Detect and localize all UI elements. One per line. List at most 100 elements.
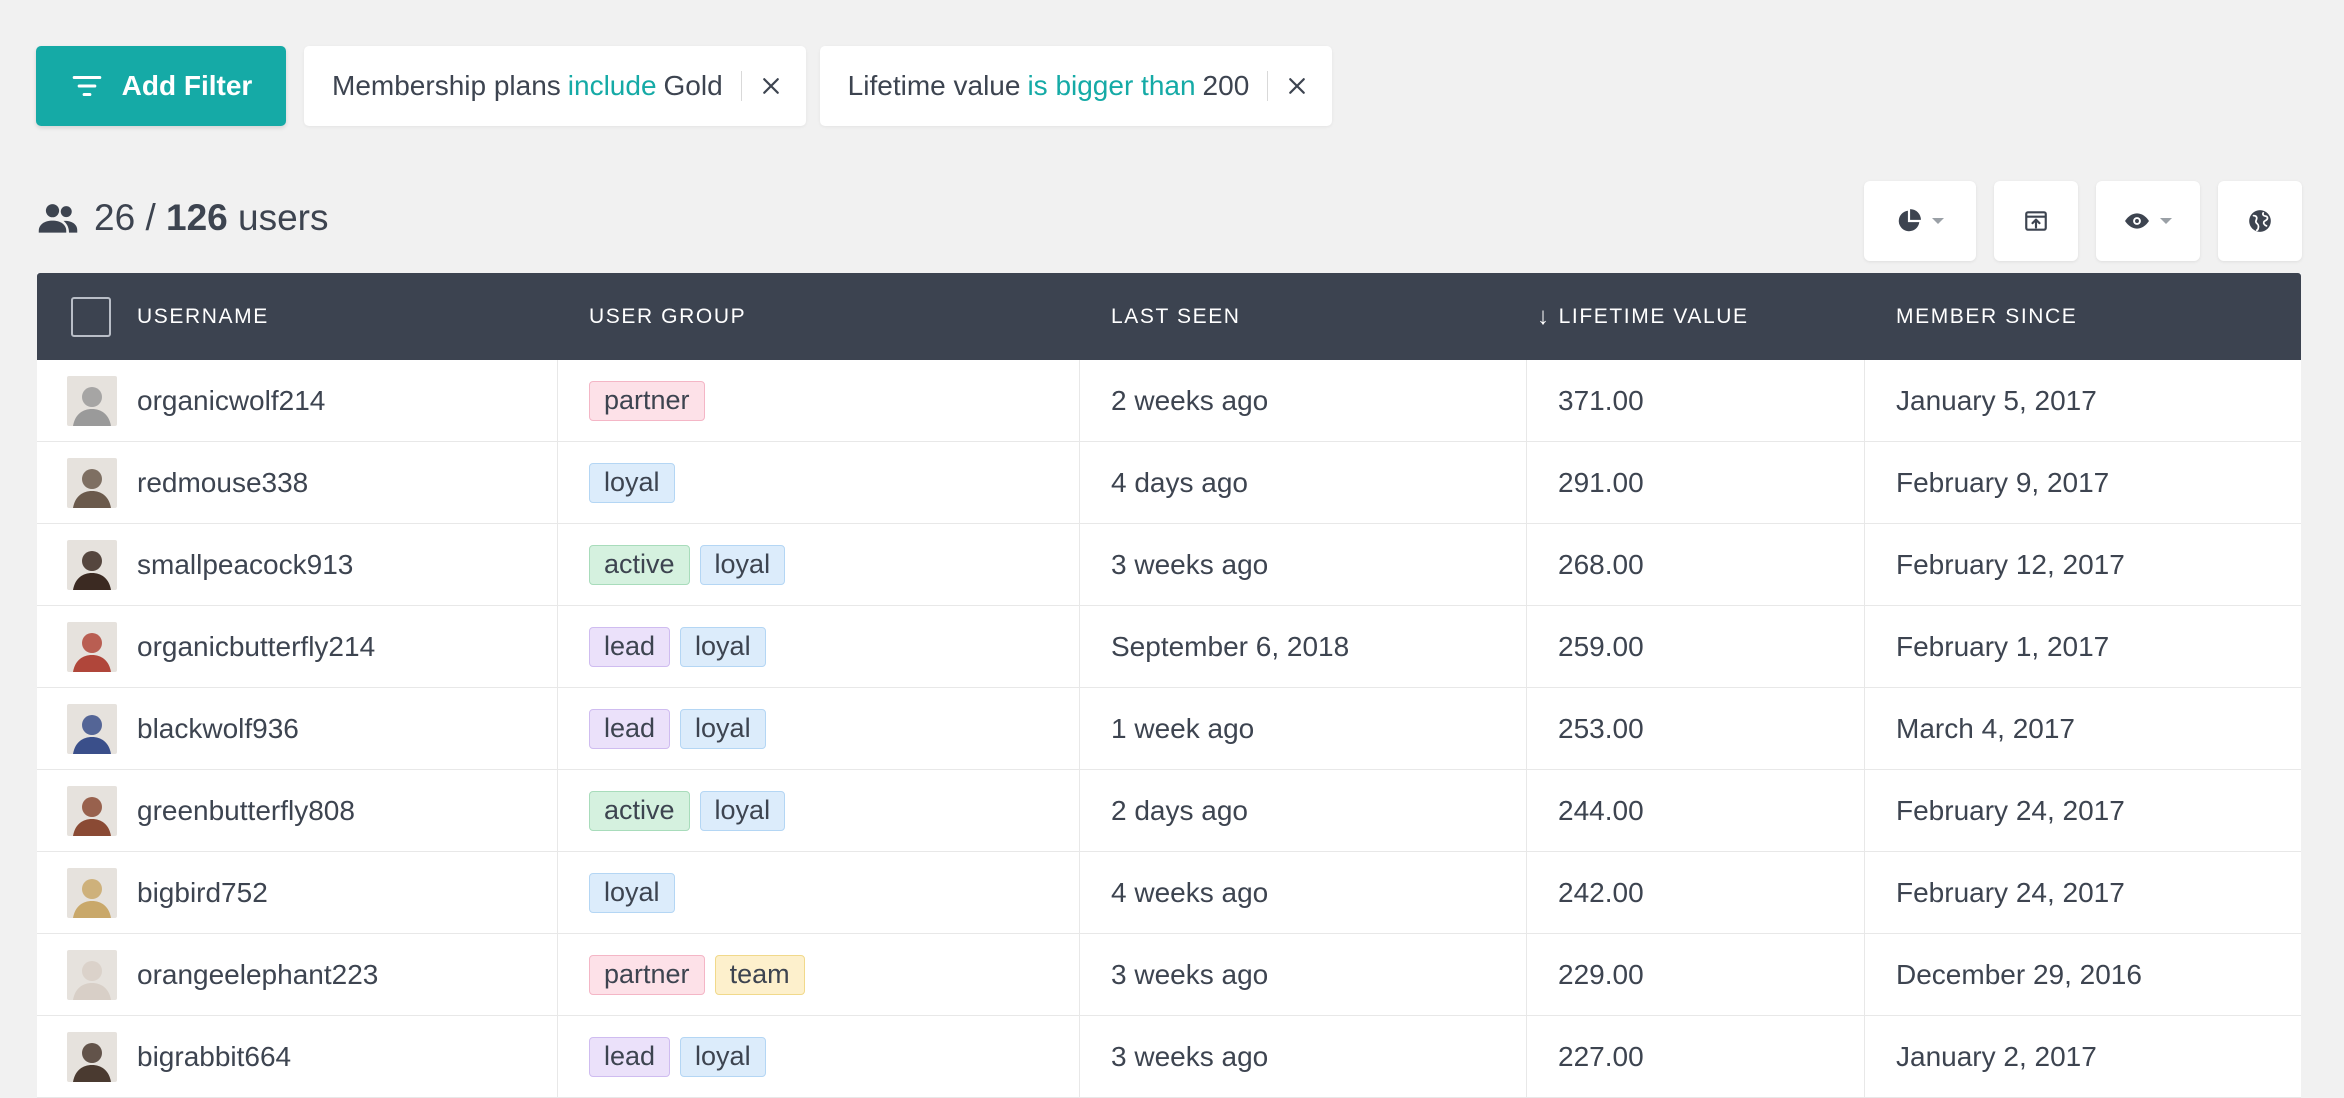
user-group-cell: lead loyal — [558, 1016, 1080, 1097]
last-seen-cell: 2 days ago — [1080, 770, 1527, 851]
group-tag[interactable]: loyal — [680, 708, 766, 749]
lifetime-value-cell: 371.00 — [1527, 360, 1865, 441]
member-since-cell: February 24, 2017 — [1896, 794, 2125, 826]
username-cell: organicwolf214 — [37, 360, 558, 441]
lifetime-value-cell: 268.00 — [1527, 524, 1865, 605]
table-row[interactable]: blackwolf936 lead loyal 1 week ago 253.00 Mar… — [37, 688, 2301, 770]
avatar[interactable] — [67, 703, 117, 754]
table-row[interactable]: redmouse338 loyal 4 days ago 291.00 February… — [37, 442, 2301, 524]
view-options-button[interactable] — [2096, 181, 2200, 261]
column-label: Username — [137, 304, 269, 328]
table-row[interactable]: orangeelephant223 partner team 3 weeks ago 2… — [37, 934, 2301, 1016]
group-tag[interactable]: lead — [589, 1036, 671, 1077]
username[interactable]: orangeelephant223 — [137, 958, 379, 990]
username[interactable]: organicwolf214 — [137, 384, 326, 416]
table-row[interactable]: organicbutterfly214 lead loyal September 6,… — [37, 606, 2301, 688]
group-tag[interactable]: active — [589, 790, 690, 831]
avatar[interactable] — [67, 949, 117, 1000]
group-tag[interactable]: loyal — [589, 462, 675, 503]
column-label: Member Since — [1896, 304, 2078, 328]
username[interactable]: organicbutterfly214 — [137, 630, 376, 662]
table-row[interactable]: bigrabbit664 lead loyal 3 weeks ago 227.00 Ja… — [37, 1016, 2301, 1098]
table-row[interactable]: smallpeacock913 active loyal 3 weeks ago 268… — [37, 524, 2301, 606]
lifetime-value-cell: 227.00 — [1527, 1016, 1865, 1097]
lifetime-value-cell: 242.00 — [1527, 852, 1865, 933]
users-icon — [38, 204, 78, 233]
table-toolbar — [1864, 181, 2302, 261]
column-member-since[interactable]: Member Since — [1865, 305, 2301, 329]
add-filter-button[interactable]: Add Filter — [36, 46, 286, 126]
user-group-cell: loyal — [558, 852, 1080, 933]
user-group-cell: partner — [558, 360, 1080, 441]
username[interactable]: redmouse338 — [137, 466, 309, 498]
group-tag[interactable]: loyal — [589, 872, 675, 913]
avatar[interactable] — [67, 785, 117, 836]
filter-chip-lifetime-value[interactable]: Lifetime value is bigger than 200 — [819, 46, 1333, 126]
avatar[interactable] — [67, 621, 117, 672]
group-tag[interactable]: partner — [589, 380, 705, 421]
username[interactable]: bigrabbit664 — [137, 1040, 292, 1072]
member-since-cell: December 29, 2016 — [1896, 958, 2142, 990]
avatar[interactable] — [67, 539, 117, 590]
lifetime-value-cell: 259.00 — [1527, 606, 1865, 687]
username-cell: organicbutterfly214 — [37, 606, 558, 687]
user-group-cell: partner team — [558, 934, 1080, 1015]
group-tag[interactable]: loyal — [680, 1036, 766, 1077]
last-seen-cell: 3 weeks ago — [1080, 934, 1527, 1015]
chip-divider — [1267, 71, 1269, 101]
username[interactable]: blackwolf936 — [137, 712, 299, 744]
filter-value: Gold — [663, 70, 723, 101]
chevron-down-icon — [1932, 218, 1944, 224]
close-icon[interactable] — [1284, 73, 1310, 99]
chart-menu-button[interactable] — [1864, 181, 1976, 261]
group-tag[interactable]: team — [714, 954, 805, 995]
member-since-cell: February 12, 2017 — [1896, 548, 2125, 580]
group-tag[interactable]: loyal — [699, 544, 786, 585]
group-tag[interactable]: loyal — [680, 626, 766, 667]
group-tag[interactable]: lead — [589, 708, 671, 749]
filter-chip-membership[interactable]: Membership plans include Gold — [304, 46, 806, 126]
last-seen-cell: 1 week ago — [1080, 688, 1527, 769]
group-tag[interactable]: lead — [589, 626, 671, 667]
column-label: Lifetime Value — [1558, 304, 1749, 328]
total-count: 126 — [166, 197, 228, 238]
member-since-cell: January 2, 2017 — [1896, 1040, 2097, 1072]
column-lifetime-value[interactable]: ↓ Lifetime Value — [1527, 303, 1865, 331]
last-seen-cell: September 6, 2018 — [1080, 606, 1527, 687]
username-cell: bigbird752 — [37, 852, 558, 933]
column-user-group[interactable]: User Group — [558, 305, 1080, 329]
username-cell: bigrabbit664 — [37, 1016, 558, 1097]
lifetime-value-cell: 244.00 — [1527, 770, 1865, 851]
avatar[interactable] — [67, 867, 117, 918]
username[interactable]: greenbutterfly808 — [137, 794, 355, 826]
username[interactable]: bigbird752 — [137, 876, 268, 908]
column-label: User Group — [589, 304, 747, 328]
filter-icon — [72, 75, 101, 97]
last-seen-cell: 3 weeks ago — [1080, 524, 1527, 605]
avatar[interactable] — [67, 1031, 117, 1082]
sort-desc-icon: ↓ — [1537, 302, 1551, 330]
select-all-checkbox[interactable] — [71, 296, 111, 337]
username-cell: redmouse338 — [37, 442, 558, 523]
user-group-cell: lead loyal — [558, 688, 1080, 769]
table-row[interactable]: greenbutterfly808 active loyal 2 days ago 24… — [37, 770, 2301, 852]
column-last-seen[interactable]: Last Seen — [1080, 305, 1527, 329]
column-username[interactable]: Username — [37, 296, 558, 337]
globe-button[interactable] — [2218, 181, 2302, 261]
table-row[interactable]: bigbird752 loyal 4 weeks ago 242.00 February… — [37, 852, 2301, 934]
group-tag[interactable]: loyal — [699, 790, 786, 831]
avatar[interactable] — [67, 457, 117, 508]
table-row[interactable]: organicwolf214 partner 2 weeks ago 371.00 Ja… — [37, 360, 2301, 442]
lifetime-value-cell: 229.00 — [1527, 934, 1865, 1015]
last-seen-cell: 4 days ago — [1080, 442, 1527, 523]
avatar[interactable] — [67, 375, 117, 426]
group-tag[interactable]: partner — [589, 954, 705, 995]
lifetime-value-cell: 253.00 — [1527, 688, 1865, 769]
filter-bar: Add Filter Membership plans include Gold… — [36, 46, 1333, 126]
export-button[interactable] — [1994, 181, 2078, 261]
column-label: Last Seen — [1111, 304, 1241, 328]
close-icon[interactable] — [758, 73, 784, 99]
member-since-cell: February 9, 2017 — [1896, 466, 2110, 498]
username[interactable]: smallpeacock913 — [137, 548, 354, 580]
group-tag[interactable]: active — [589, 544, 690, 585]
